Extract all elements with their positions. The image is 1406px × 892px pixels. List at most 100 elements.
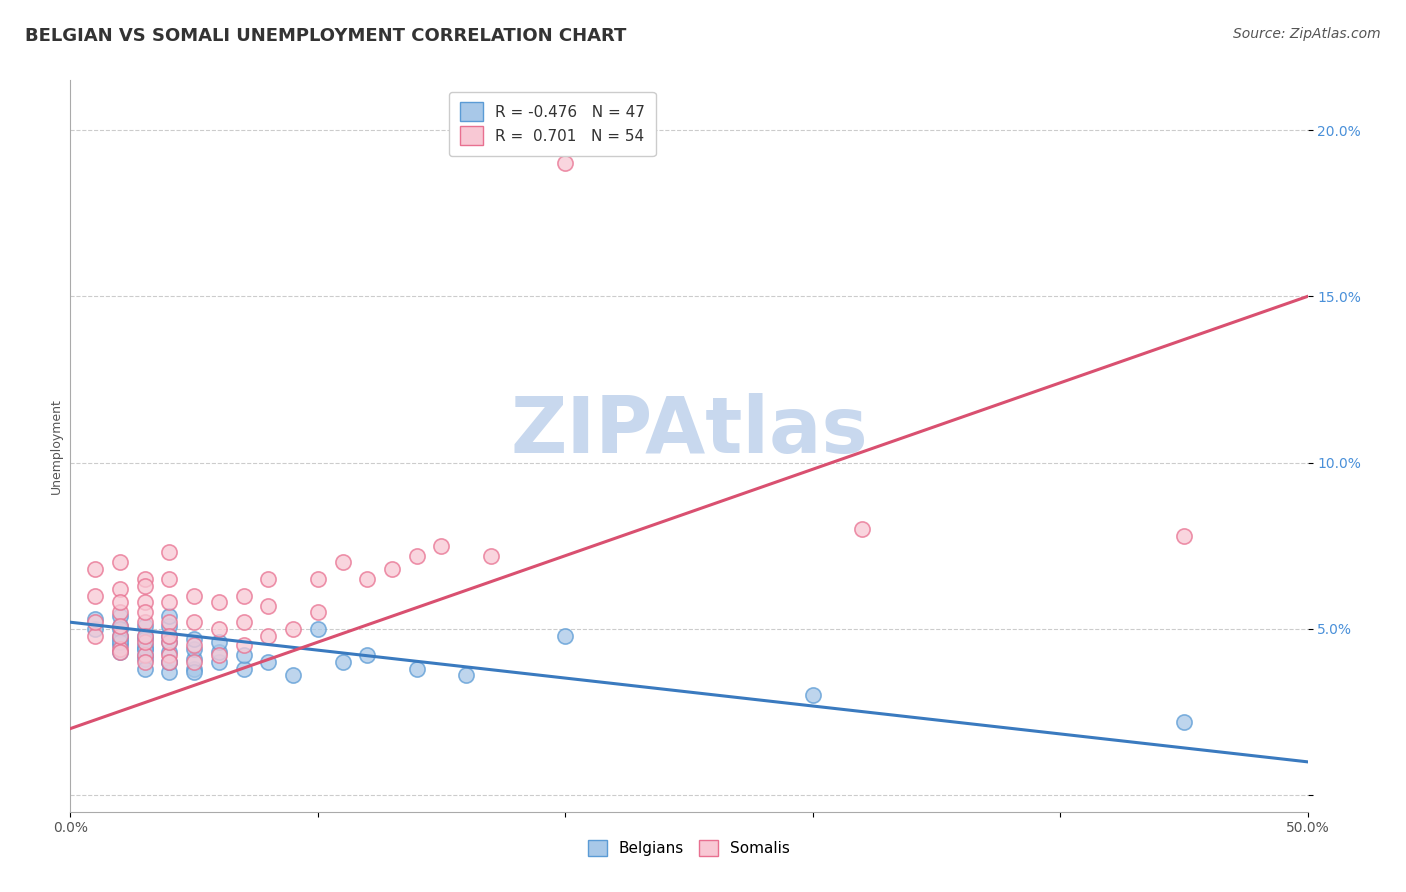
Point bbox=[157, 655, 180, 669]
Point bbox=[134, 632, 156, 646]
Point bbox=[208, 645, 231, 659]
Point bbox=[157, 628, 180, 642]
Point bbox=[157, 648, 180, 663]
Point bbox=[183, 615, 205, 630]
Point bbox=[257, 599, 280, 613]
Point bbox=[108, 618, 131, 632]
Point bbox=[157, 655, 180, 669]
Point bbox=[157, 628, 180, 642]
Point bbox=[183, 652, 205, 666]
Point bbox=[134, 572, 156, 586]
Point bbox=[157, 655, 180, 669]
Text: ZIPAtlas: ZIPAtlas bbox=[510, 393, 868, 469]
Point bbox=[134, 655, 156, 669]
Point bbox=[851, 522, 873, 536]
Point bbox=[108, 628, 131, 642]
Point bbox=[108, 595, 131, 609]
Point bbox=[281, 622, 304, 636]
Point bbox=[183, 641, 205, 656]
Point bbox=[157, 545, 180, 559]
Point bbox=[1173, 529, 1195, 543]
Point bbox=[281, 668, 304, 682]
Point bbox=[157, 635, 180, 649]
Point bbox=[84, 628, 107, 642]
Point bbox=[157, 608, 180, 623]
Point bbox=[208, 635, 231, 649]
Point bbox=[108, 639, 131, 653]
Point bbox=[257, 628, 280, 642]
Point bbox=[405, 662, 427, 676]
Point bbox=[108, 618, 131, 632]
Point bbox=[332, 555, 354, 569]
Point bbox=[134, 628, 156, 642]
Point bbox=[157, 595, 180, 609]
Point bbox=[307, 572, 329, 586]
Point bbox=[183, 639, 205, 653]
Point bbox=[307, 622, 329, 636]
Point bbox=[108, 632, 131, 646]
Y-axis label: Unemployment: Unemployment bbox=[51, 398, 63, 494]
Point bbox=[232, 639, 254, 653]
Point bbox=[183, 632, 205, 646]
Point bbox=[157, 645, 180, 659]
Point bbox=[108, 628, 131, 642]
Point bbox=[134, 579, 156, 593]
Point bbox=[183, 665, 205, 679]
Point bbox=[232, 615, 254, 630]
Point bbox=[208, 622, 231, 636]
Point bbox=[134, 595, 156, 609]
Point bbox=[134, 635, 156, 649]
Point bbox=[479, 549, 502, 563]
Point bbox=[405, 549, 427, 563]
Point bbox=[208, 655, 231, 669]
Point bbox=[84, 589, 107, 603]
Point bbox=[208, 595, 231, 609]
Point bbox=[134, 641, 156, 656]
Point bbox=[157, 572, 180, 586]
Point bbox=[134, 628, 156, 642]
Point bbox=[134, 652, 156, 666]
Point bbox=[554, 156, 576, 170]
Point bbox=[554, 628, 576, 642]
Point bbox=[1173, 714, 1195, 729]
Point bbox=[84, 615, 107, 630]
Point bbox=[134, 639, 156, 653]
Point bbox=[108, 605, 131, 619]
Point bbox=[134, 641, 156, 656]
Point bbox=[183, 655, 205, 669]
Point bbox=[157, 615, 180, 630]
Point bbox=[381, 562, 404, 576]
Point bbox=[84, 622, 107, 636]
Point bbox=[134, 648, 156, 663]
Point bbox=[307, 605, 329, 619]
Point bbox=[232, 589, 254, 603]
Point bbox=[108, 645, 131, 659]
Point bbox=[134, 605, 156, 619]
Point bbox=[456, 668, 478, 682]
Point bbox=[356, 648, 378, 663]
Text: BELGIAN VS SOMALI UNEMPLOYMENT CORRELATION CHART: BELGIAN VS SOMALI UNEMPLOYMENT CORRELATI… bbox=[25, 27, 627, 45]
Point bbox=[134, 648, 156, 663]
Point bbox=[108, 608, 131, 623]
Point bbox=[108, 582, 131, 596]
Point bbox=[183, 662, 205, 676]
Point bbox=[157, 635, 180, 649]
Point bbox=[108, 622, 131, 636]
Point bbox=[134, 662, 156, 676]
Point bbox=[157, 665, 180, 679]
Point bbox=[134, 615, 156, 630]
Point bbox=[257, 655, 280, 669]
Point bbox=[84, 562, 107, 576]
Point bbox=[801, 689, 824, 703]
Point bbox=[356, 572, 378, 586]
Point bbox=[332, 655, 354, 669]
Point bbox=[232, 648, 254, 663]
Point bbox=[84, 612, 107, 626]
Point bbox=[108, 645, 131, 659]
Point bbox=[108, 555, 131, 569]
Point bbox=[108, 641, 131, 656]
Point bbox=[134, 618, 156, 632]
Text: Source: ZipAtlas.com: Source: ZipAtlas.com bbox=[1233, 27, 1381, 41]
Legend: Belgians, Somalis: Belgians, Somalis bbox=[582, 834, 796, 863]
Point bbox=[430, 539, 453, 553]
